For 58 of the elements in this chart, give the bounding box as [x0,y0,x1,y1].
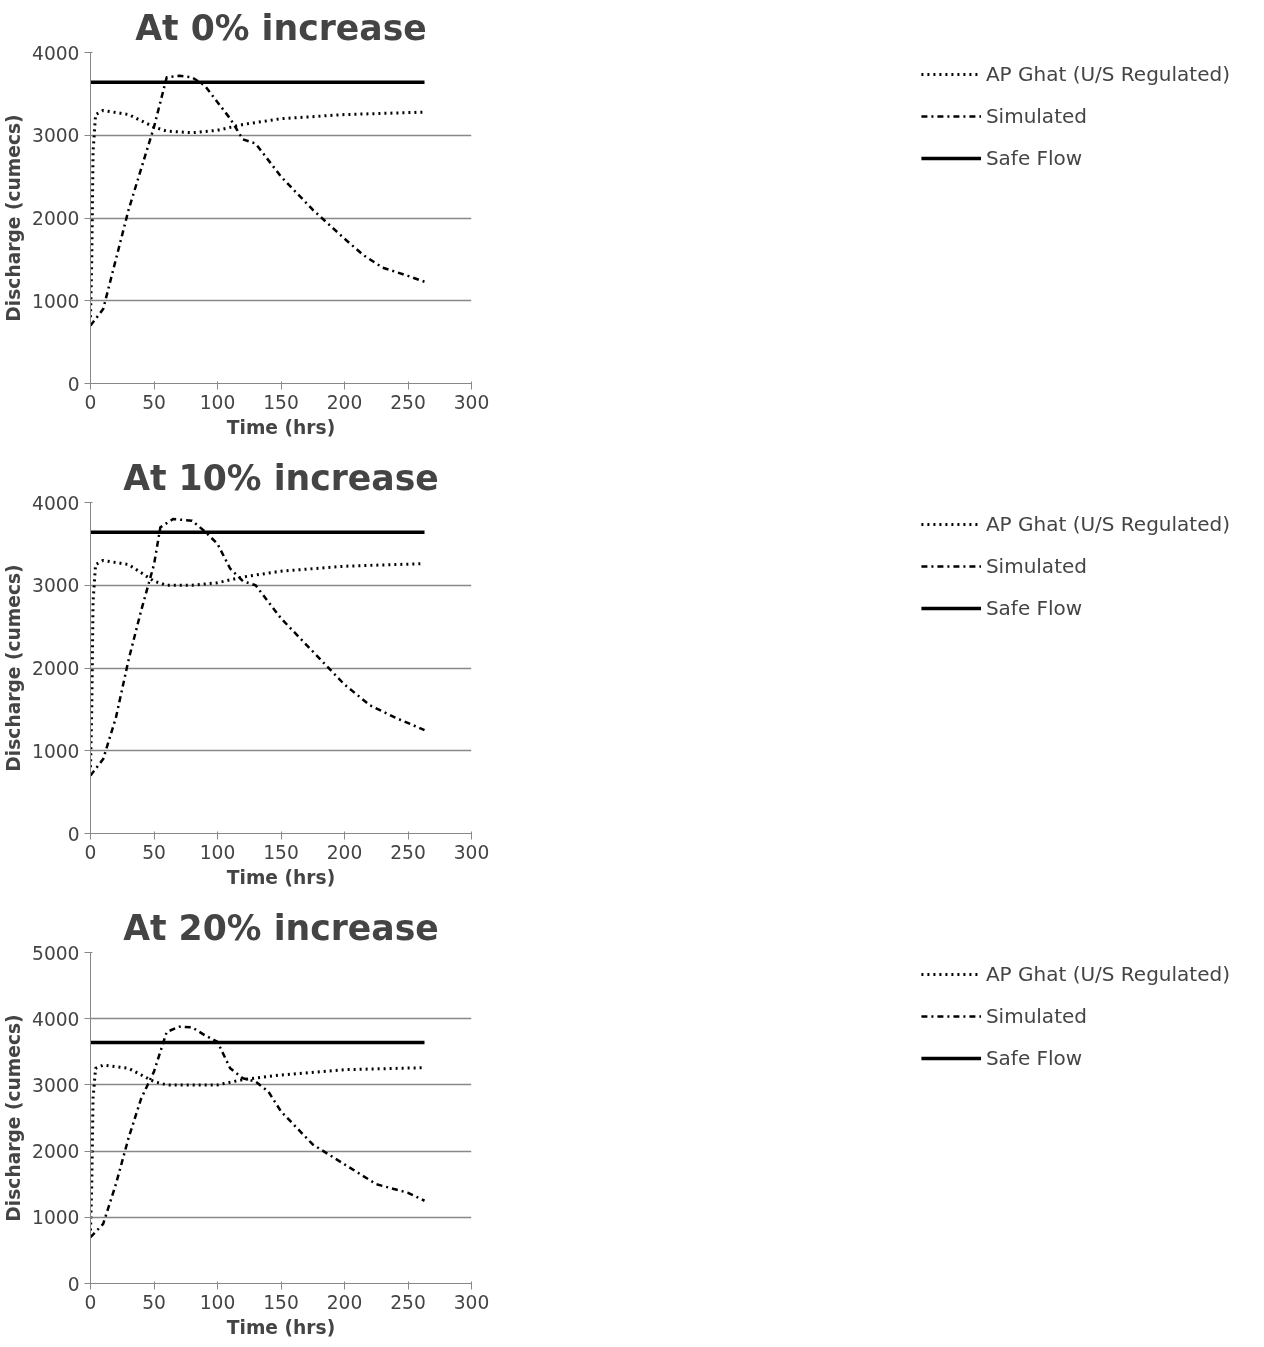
y-tick-label: 0 [67,373,80,395]
x-tick-label: 200 [326,841,363,863]
y-tick-label: 3000 [32,1074,80,1096]
y-tick-label: 4000 [32,42,80,64]
legend-label: AP Ghat (U/S Regulated) [985,962,1230,986]
y-tick-label: 2000 [32,208,80,229]
legend-label: Simulated [985,1004,1087,1028]
y-tick-label: 5000 [32,942,80,964]
x-tick-label: 200 [326,391,363,413]
x-tick-label: 250 [390,841,426,863]
y-tick-label: 2000 [32,658,80,679]
y-tick-label: 4000 [32,1008,80,1030]
x-tick-label: 300 [453,391,490,413]
y-tick-label: 0 [67,1273,80,1295]
chart-title: At 0% increase [135,7,427,48]
x-tick-label: 50 [142,391,166,413]
legend-label: Safe Flow [985,596,1083,620]
legend-label: AP Ghat (U/S Regulated) [985,62,1230,86]
x-tick-label: 300 [453,841,490,863]
x-tick-label: 250 [390,391,426,413]
line-series [90,74,426,327]
x-tick-label: 300 [453,1291,490,1313]
y-tick-label: 0 [67,823,80,845]
x-tick-label: 100 [199,841,236,863]
x-tick-label: 0 [84,1291,97,1313]
x-tick-label: 150 [263,841,299,863]
y-tick-label: 1000 [32,1207,80,1229]
y-tick-label: 1000 [32,740,80,762]
y-tick-label: 1000 [32,290,80,312]
line-series [90,517,426,777]
y-tick-label: 4000 [32,492,80,514]
x-tick-label: 100 [199,1291,236,1313]
y-axis-title: Discharge (cumecs) [3,564,25,772]
x-tick-label: 0 [84,841,97,863]
chart-title: At 20% increase [123,907,439,948]
legend-label: Safe Flow [985,146,1083,170]
y-axis-title: Discharge (cumecs) [3,114,25,322]
y-tick-label: 2000 [32,1141,80,1163]
x-tick-label: 50 [142,1291,166,1313]
x-tick-label: 0 [84,391,97,413]
x-tick-label: 200 [326,1291,363,1313]
chart-title: At 10% increase [123,457,439,498]
x-axis-title: Time (hrs) [226,1316,336,1338]
x-axis-title: Time (hrs) [226,866,336,888]
x-tick-label: 100 [199,391,236,413]
x-axis-title: Time (hrs) [226,416,336,438]
x-tick-label: 50 [142,841,166,863]
legend-label: Simulated [985,104,1087,128]
legend-label: Safe Flow [985,1046,1083,1070]
y-tick-label: 3000 [32,575,80,597]
legend-label: AP Ghat (U/S Regulated) [985,512,1230,536]
y-axis-title: Discharge (cumecs) [3,1014,25,1222]
y-tick-label: 3000 [32,125,80,147]
line-series [90,1025,426,1239]
x-tick-label: 150 [263,391,299,413]
x-tick-label: 250 [390,1291,426,1313]
x-tick-label: 150 [263,1291,299,1313]
legend-label: Simulated [985,554,1087,578]
